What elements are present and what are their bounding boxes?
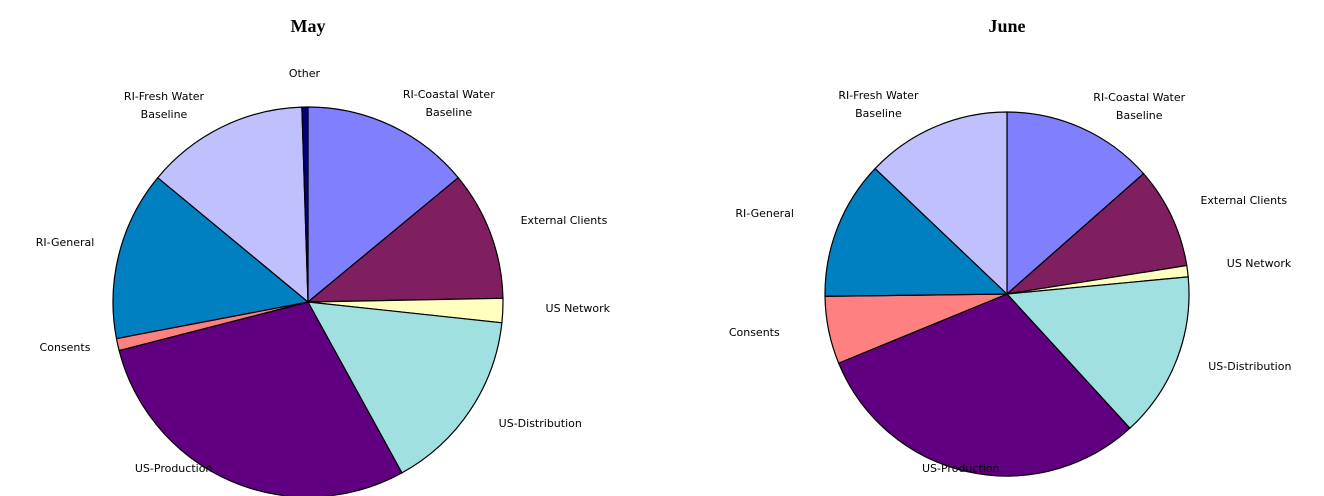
slice-label: US Network (545, 301, 611, 315)
slice-label: US-Production (921, 462, 1000, 475)
pie-slice (301, 106, 309, 303)
pie-slice (1005, 172, 1188, 295)
chart-title: June (988, 16, 1025, 36)
pie-slice (306, 301, 503, 474)
slice-label: US-Production (134, 462, 213, 475)
slice-label: RI-General (735, 206, 794, 220)
pie-slice (1006, 111, 1145, 296)
slice-label: External Clients (520, 213, 608, 227)
slice-label: Consents (39, 341, 91, 355)
slice-label: RI-General (35, 236, 95, 250)
slice-label: RI-Coastal Water Baseline (1093, 90, 1186, 122)
pie-slice (874, 111, 1008, 296)
slice-label: US Network (1226, 257, 1292, 271)
pie-slice (1005, 276, 1190, 430)
slice-label: RI-Coastal Water Baseline (402, 88, 495, 120)
pie-slice (118, 301, 403, 496)
chart-title: May (291, 16, 326, 36)
pie-slice (306, 176, 504, 303)
pie-slice (824, 167, 1009, 297)
slice-label: Consents (728, 326, 780, 340)
slice-label: Other (288, 67, 321, 81)
pie-slice (837, 293, 1131, 477)
pie-slice (112, 176, 310, 340)
slice-label: RI-Fresh Water Baseline (123, 89, 205, 121)
pie-slice (307, 106, 460, 304)
slice-label: US-Distribution (1208, 360, 1292, 374)
pie-slice (156, 106, 309, 304)
slice-label: US-Distribution (498, 416, 582, 430)
slice-label: External Clients (1200, 193, 1288, 207)
slice-label: RI-Fresh Water Baseline (838, 89, 919, 121)
